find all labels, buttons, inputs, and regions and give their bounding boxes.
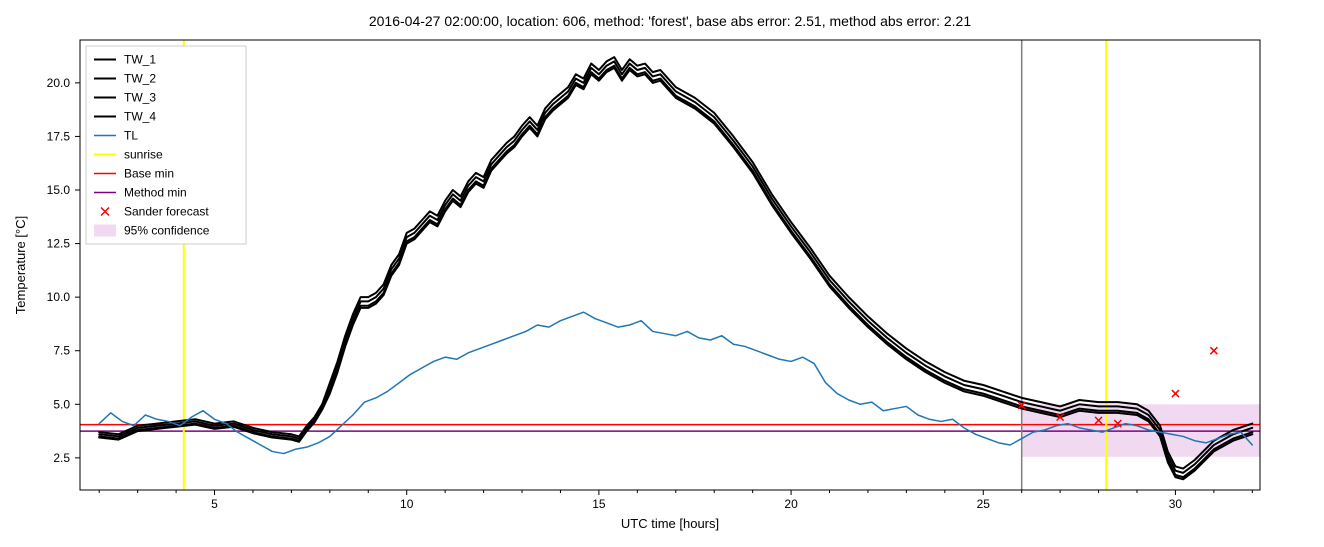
- ytick-label: 2.5: [53, 451, 70, 465]
- ytick-label: 5.0: [53, 397, 70, 411]
- chart-title: 2016-04-27 02:00:00, location: 606, meth…: [369, 13, 971, 29]
- ytick-label: 12.5: [47, 237, 71, 251]
- legend-label: sunrise: [124, 148, 163, 162]
- legend-label: TW_2: [124, 72, 156, 86]
- legend-swatch: [94, 225, 116, 237]
- legend-label: TW_3: [124, 91, 156, 105]
- ylabel: Temperature [°C]: [13, 216, 28, 314]
- xtick-label: 20: [784, 497, 798, 511]
- legend-label: Base min: [124, 167, 174, 181]
- xtick-label: 10: [400, 497, 414, 511]
- legend-label: TL: [124, 129, 138, 143]
- legend-label: Sander forecast: [124, 205, 209, 219]
- xtick-label: 30: [1169, 497, 1183, 511]
- xtick-label: 5: [211, 497, 218, 511]
- ytick-label: 10.0: [47, 290, 71, 304]
- chart-container: 2016-04-27 02:00:00, location: 606, meth…: [0, 0, 1324, 547]
- ytick-label: 15.0: [47, 183, 71, 197]
- ytick-label: 17.5: [47, 129, 71, 143]
- xtick-label: 15: [592, 497, 606, 511]
- legend-label: Method min: [124, 186, 187, 200]
- ytick-label: 20.0: [47, 76, 71, 90]
- chart-svg: 2016-04-27 02:00:00, location: 606, meth…: [0, 0, 1324, 547]
- scatter-point: [1210, 347, 1217, 354]
- ytick-label: 7.5: [53, 344, 70, 358]
- legend-label: TW_4: [124, 110, 156, 124]
- scatter-point: [1172, 390, 1179, 397]
- xlabel: UTC time [hours]: [621, 516, 719, 531]
- legend-label: TW_1: [124, 53, 156, 67]
- xtick-label: 25: [977, 497, 991, 511]
- legend-label: 95% confidence: [124, 224, 210, 238]
